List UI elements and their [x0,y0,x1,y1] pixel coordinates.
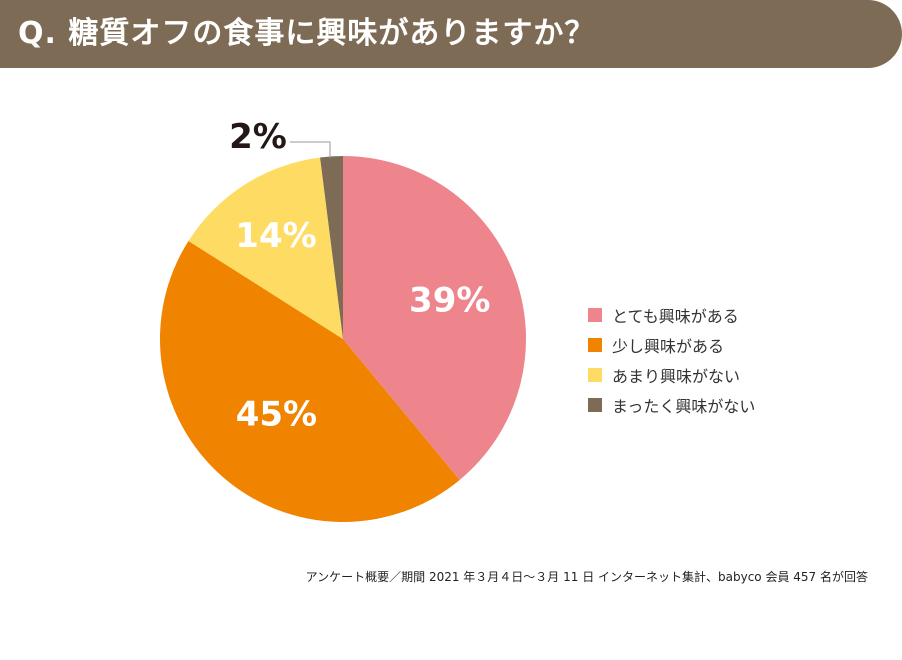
slice-label: 14% [235,216,316,256]
chart-title: Q. 糖質オフの食事に興味がありますか？ [18,16,596,51]
legend-label: とても興味がある [612,307,739,326]
legend-label: あまり興味がない [612,367,741,386]
leader-line [290,141,331,159]
legend: とても興味がある 少し興味がある あまり興味がない まったく興味がない [588,300,755,420]
legend-swatch [588,398,602,412]
slice-label: 39% [409,281,490,321]
legend-swatch [588,338,602,352]
pie-slice [343,156,526,481]
pie-slice [159,240,460,522]
slice-label: 2% [229,117,287,157]
legend-item: まったく興味がない [588,390,755,420]
legend-item: 少し興味がある [588,330,755,360]
legend-swatch [588,308,602,322]
legend-item: あまり興味がない [588,360,755,390]
pie-slice [188,157,343,339]
legend-label: 少し興味がある [612,337,725,356]
survey-footnote: アンケート概要／期間 2021 年３月４日～３月 11 日 インターネット集計、… [305,570,868,584]
pie-slice [320,156,343,339]
title-bar: Q. 糖質オフの食事に興味がありますか？ [0,0,902,68]
slice-label: 45% [236,394,317,434]
legend-swatch [588,368,602,382]
legend-item: とても興味がある [588,300,755,330]
legend-label: まったく興味がない [612,397,756,416]
